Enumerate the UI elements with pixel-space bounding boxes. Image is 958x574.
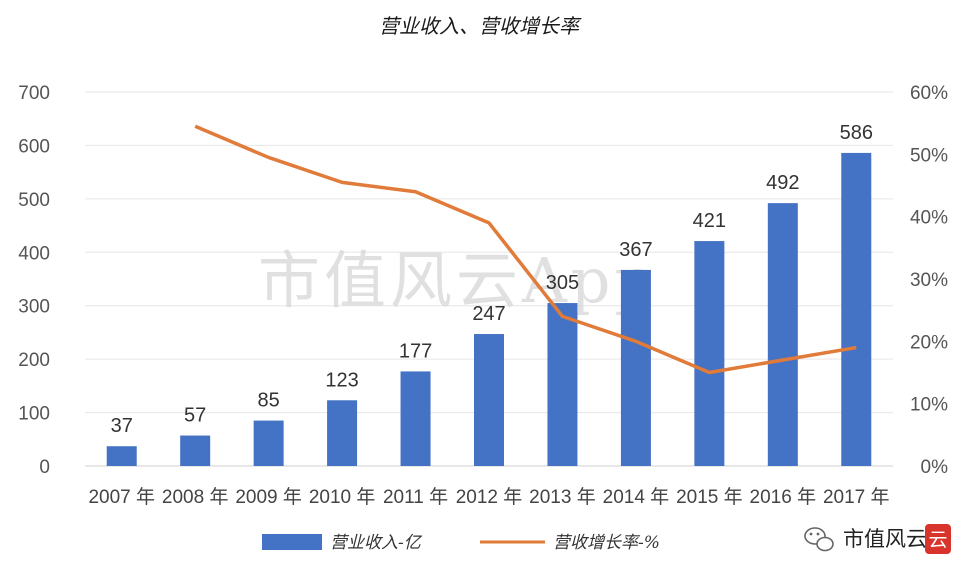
bar xyxy=(620,269,651,466)
bar-data-label: 305 xyxy=(546,272,579,294)
bar-data-label: 57 xyxy=(184,405,206,427)
watermark-text: 市值风云App xyxy=(258,244,658,317)
y-right-tick-label: 40% xyxy=(910,208,948,229)
y-right-tick-label: 0% xyxy=(921,457,949,478)
growth-rate-line xyxy=(194,124,857,375)
chart-title: 营业收入、营收增长率 xyxy=(379,14,582,38)
y-left-tick-label: 400 xyxy=(18,243,50,264)
legend-line-label: 营收增长率-% xyxy=(553,533,660,553)
x-tick-label: 2007 年 xyxy=(88,486,155,508)
y-right-tick-label: 50% xyxy=(910,145,948,166)
bar xyxy=(327,400,358,466)
bar xyxy=(400,371,431,466)
line-layer xyxy=(194,124,857,375)
y-right-tick-label: 30% xyxy=(910,270,948,291)
y-left-tick-label: 0 xyxy=(39,457,50,478)
y-axis-right: 0% 10% 20% 30% 40% 50% 60% xyxy=(910,83,948,478)
brand-logo-char: 云 xyxy=(928,529,947,551)
bar-data-label: 123 xyxy=(325,369,358,391)
bar-data-label: 586 xyxy=(840,122,873,144)
x-tick-label: 2012 年 xyxy=(456,486,523,508)
y-right-tick-label: 60% xyxy=(910,83,948,104)
bar-data-label: 421 xyxy=(693,210,726,232)
bar xyxy=(106,446,137,466)
y-right-tick-label: 20% xyxy=(910,332,948,353)
x-tick-label: 2010 年 xyxy=(309,486,376,508)
bar xyxy=(694,241,725,466)
y-left-tick-label: 100 xyxy=(18,404,50,425)
bar-data-label: 85 xyxy=(258,390,280,412)
x-tick-label: 2013 年 xyxy=(529,486,596,508)
brand-badge: 市值风云 云 xyxy=(804,524,951,554)
bar xyxy=(547,303,578,466)
bar xyxy=(841,152,872,466)
bar-data-label: 37 xyxy=(111,415,133,437)
bar xyxy=(253,420,284,466)
legend-bar-swatch xyxy=(262,534,322,550)
x-tick-label: 2009 年 xyxy=(235,486,302,508)
y-axis-left: 0 100 200 300 400 500 600 700 xyxy=(18,83,50,478)
y-left-tick-label: 600 xyxy=(18,136,50,157)
x-axis: 2007 年 2008 年 2009 年 2010 年 2011 年 2012 年 2013… xyxy=(88,486,889,508)
y-left-tick-label: 700 xyxy=(18,83,50,104)
brand-name: 市值风云 xyxy=(843,527,927,551)
x-tick-label: 2011 年 xyxy=(383,486,448,508)
bar-data-label: 492 xyxy=(766,172,799,194)
bar-data-label: 367 xyxy=(619,239,652,261)
y-right-tick-label: 10% xyxy=(910,395,948,416)
bars-layer xyxy=(106,152,872,467)
bar-data-label: 247 xyxy=(472,303,505,325)
bar-data-label: 177 xyxy=(399,340,432,362)
labels-layer: 37 57 85 123 177 247 305 367 421 492 586 xyxy=(111,122,873,437)
legend-bar-label: 营业收入-亿 xyxy=(330,533,423,553)
x-tick-label: 2015 年 xyxy=(676,486,743,508)
legend: 营业收入-亿 营收增长率-% xyxy=(262,533,660,553)
x-tick-label: 2017 年 xyxy=(823,486,890,508)
bar xyxy=(474,334,504,466)
brand-logo xyxy=(925,524,951,554)
x-tick-label: 2014 年 xyxy=(603,486,670,508)
x-tick-label: 2016 年 xyxy=(750,486,817,508)
bar xyxy=(767,203,798,467)
wechat-icon xyxy=(804,527,834,552)
y-left-tick-label: 500 xyxy=(18,190,50,211)
y-left-tick-label: 200 xyxy=(18,350,50,371)
y-left-tick-label: 300 xyxy=(18,297,50,318)
bar xyxy=(180,435,211,466)
x-tick-label: 2008 年 xyxy=(162,486,229,508)
